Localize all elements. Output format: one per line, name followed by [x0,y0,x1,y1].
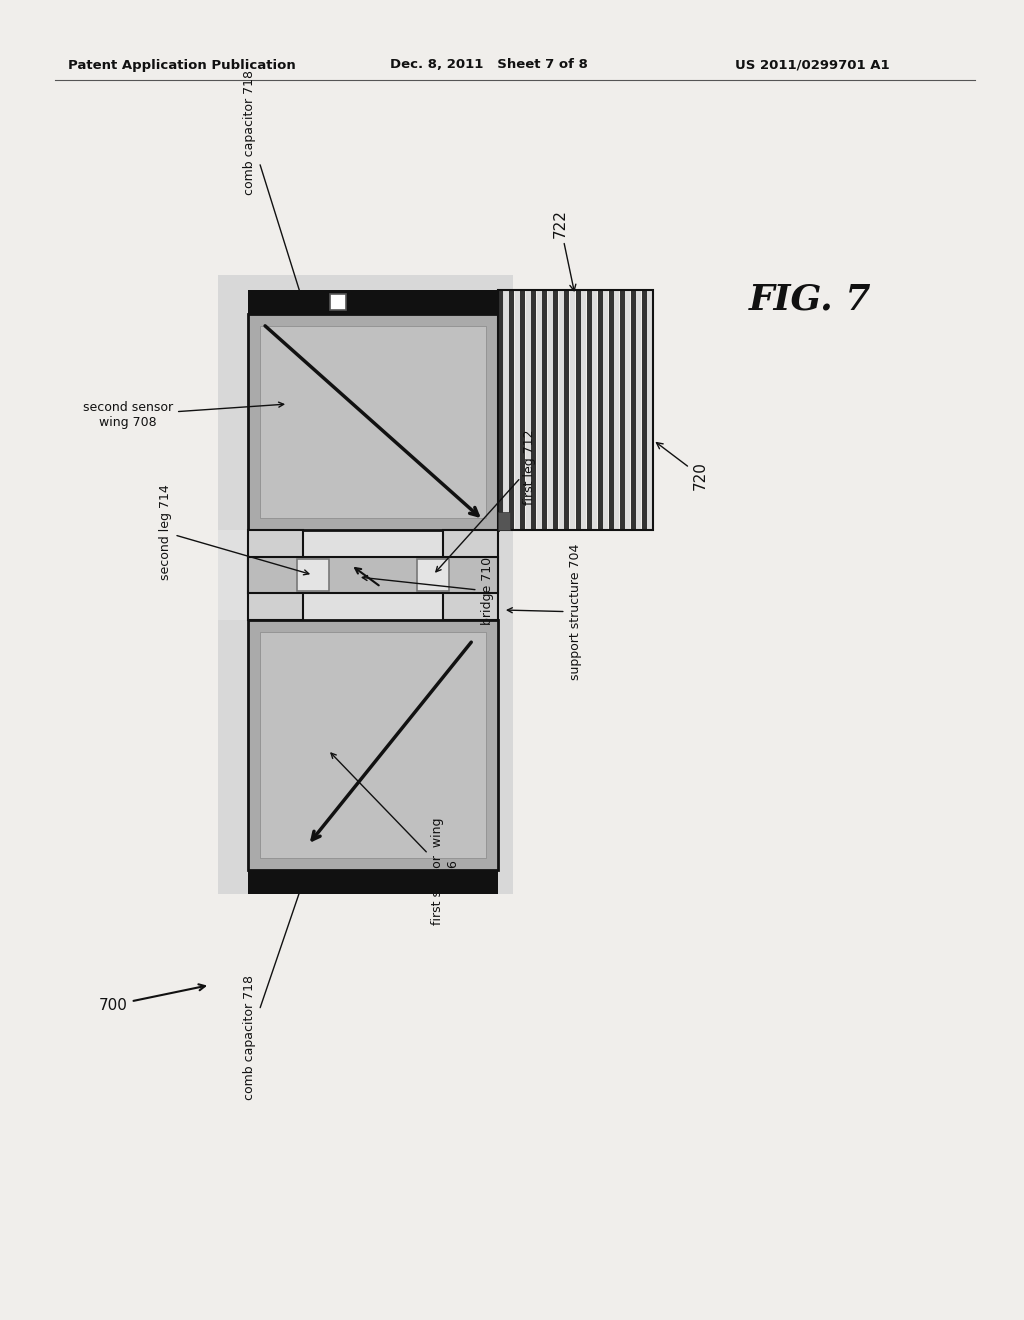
Bar [626,290,631,531]
Bar [581,290,586,531]
Bar [248,620,498,870]
Text: comb capacitor 718: comb capacitor 718 [244,70,303,298]
Bar [608,290,613,531]
Bar [531,290,537,531]
Bar [498,290,653,531]
Bar [575,290,581,531]
Bar [553,290,558,531]
Bar [417,558,449,591]
Text: FIG. 7: FIG. 7 [749,282,871,317]
Text: second leg 714: second leg 714 [159,484,309,579]
Bar [592,290,597,531]
Text: first sensor  wing
706: first sensor wing 706 [331,754,459,925]
Bar [598,290,603,531]
Text: 700: 700 [99,985,205,1012]
Bar [620,290,625,531]
Text: Dec. 8, 2011   Sheet 7 of 8: Dec. 8, 2011 Sheet 7 of 8 [390,58,588,71]
Text: second sensor
wing 708: second sensor wing 708 [83,401,284,429]
Bar [520,290,525,531]
Bar [647,290,652,531]
Text: support structure 704: support structure 704 [507,544,582,680]
Bar [330,294,346,310]
Bar [498,290,503,531]
Text: first leg 712: first leg 712 [436,429,537,572]
Bar [260,632,486,858]
Bar [515,290,519,531]
Bar [548,290,553,531]
Bar [498,512,510,531]
Bar [260,326,486,517]
Bar [559,290,564,531]
Bar [248,531,303,620]
Bar [509,290,514,531]
Bar [631,290,636,531]
Bar [570,290,575,531]
Text: US 2011/0299701 A1: US 2011/0299701 A1 [735,58,890,71]
Bar [248,290,498,314]
Text: Patent Application Publication: Patent Application Publication [68,58,296,71]
Bar [525,290,530,531]
Bar [603,290,608,531]
Bar [218,275,513,894]
Bar [587,290,592,531]
Text: 722: 722 [553,209,575,290]
Bar [218,531,498,620]
Bar [248,870,498,894]
Bar [636,290,641,531]
Bar [614,290,620,531]
Bar [564,290,569,531]
Bar [297,558,329,591]
Bar [543,290,547,531]
Bar [443,531,498,620]
Text: 720: 720 [656,442,708,490]
Bar [537,290,542,531]
Bar [642,290,647,531]
Bar [248,557,498,593]
Text: bridge 710: bridge 710 [362,557,494,624]
Bar [504,290,509,531]
Bar [248,314,498,531]
Text: comb capacitor 718: comb capacitor 718 [244,886,302,1100]
